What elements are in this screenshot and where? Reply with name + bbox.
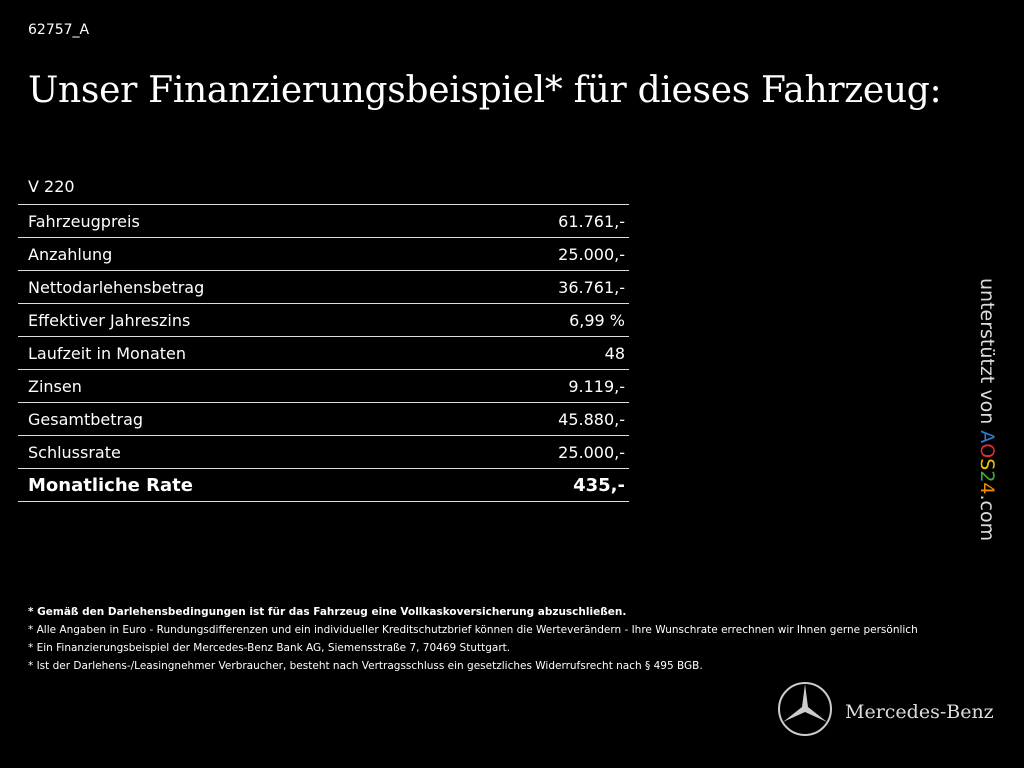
brand-logo: [778, 682, 832, 736]
row-value: 25.000,-: [558, 442, 625, 462]
table-row: Zinsen 9.119,-: [18, 370, 629, 403]
logo-letter: 4: [976, 482, 998, 495]
row-label: Nettodarlehensbetrag: [28, 277, 205, 297]
row-value: 6,99 %: [569, 310, 625, 330]
footnote: * Alle Angaben in Euro - Rundungsdiffere…: [28, 624, 918, 636]
row-value: 9.119,-: [568, 376, 625, 396]
table-row: Nettodarlehensbetrag 36.761,-: [18, 271, 629, 304]
row-label: Fahrzeugpreis: [28, 211, 140, 231]
row-label: Anzahlung: [28, 244, 113, 264]
logo-letter: 2: [976, 470, 998, 483]
footnote: * Gemäß den Darlehensbedingungen ist für…: [28, 606, 627, 618]
row-value: 25.000,-: [558, 244, 625, 264]
table-row: Anzahlung 25.000,-: [18, 238, 629, 271]
brand-name: Mercedes-Benz: [845, 701, 994, 723]
row-label: Effektiver Jahreszins: [28, 310, 191, 330]
row-value: 48: [604, 343, 625, 363]
title: Unser Finanzierungsbeispiel* für dieses …: [28, 70, 942, 111]
sponsor-text: unterstützt von: [976, 278, 998, 425]
sponsor: unterstützt von AOS24.com: [976, 278, 998, 541]
row-value: 61.761,-: [558, 211, 625, 231]
row-label: Schlussrate: [28, 442, 121, 462]
finance-table: Fahrzeugpreis 61.761,- Anzahlung 25.000,- Ne…: [18, 204, 629, 502]
row-value: 45.880,-: [558, 409, 625, 429]
table-row: Effektiver Jahreszins 6,99 %: [18, 304, 629, 337]
table-row: Fahrzeugpreis 61.761,-: [18, 205, 629, 238]
ad-id: 62757_A: [28, 22, 90, 38]
table-row: Gesamtbetrag 45.880,-: [18, 403, 629, 436]
row-label: Gesamtbetrag: [28, 409, 144, 429]
footnote: * Ein Finanzierungsbeispiel der Mercedes…: [28, 642, 511, 654]
row-label: Zinsen: [28, 376, 82, 396]
table-row: Laufzeit in Monaten 48: [18, 337, 629, 370]
logo-letter: S: [976, 458, 998, 471]
table-row: Monatliche Rate 435,-: [18, 469, 629, 502]
row-value: 435,-: [573, 474, 625, 496]
logo-letter: A: [976, 430, 998, 444]
table-caption: V 220: [28, 177, 75, 196]
sponsor-suffix: .com: [976, 494, 998, 542]
row-value: 36.761,-: [558, 277, 625, 297]
sponsor-logo: AOS24: [976, 430, 998, 494]
logo-letter: O: [976, 443, 998, 459]
row-label: Monatliche Rate: [28, 474, 193, 496]
footnotes: * Gemäß den Darlehensbedingungen ist für…: [28, 603, 918, 675]
row-label: Laufzeit in Monaten: [28, 343, 187, 363]
footnote: * Ist der Darlehens-/Leasingnehmer Verbr…: [28, 660, 703, 672]
table-row: Schlussrate 25.000,-: [18, 436, 629, 469]
